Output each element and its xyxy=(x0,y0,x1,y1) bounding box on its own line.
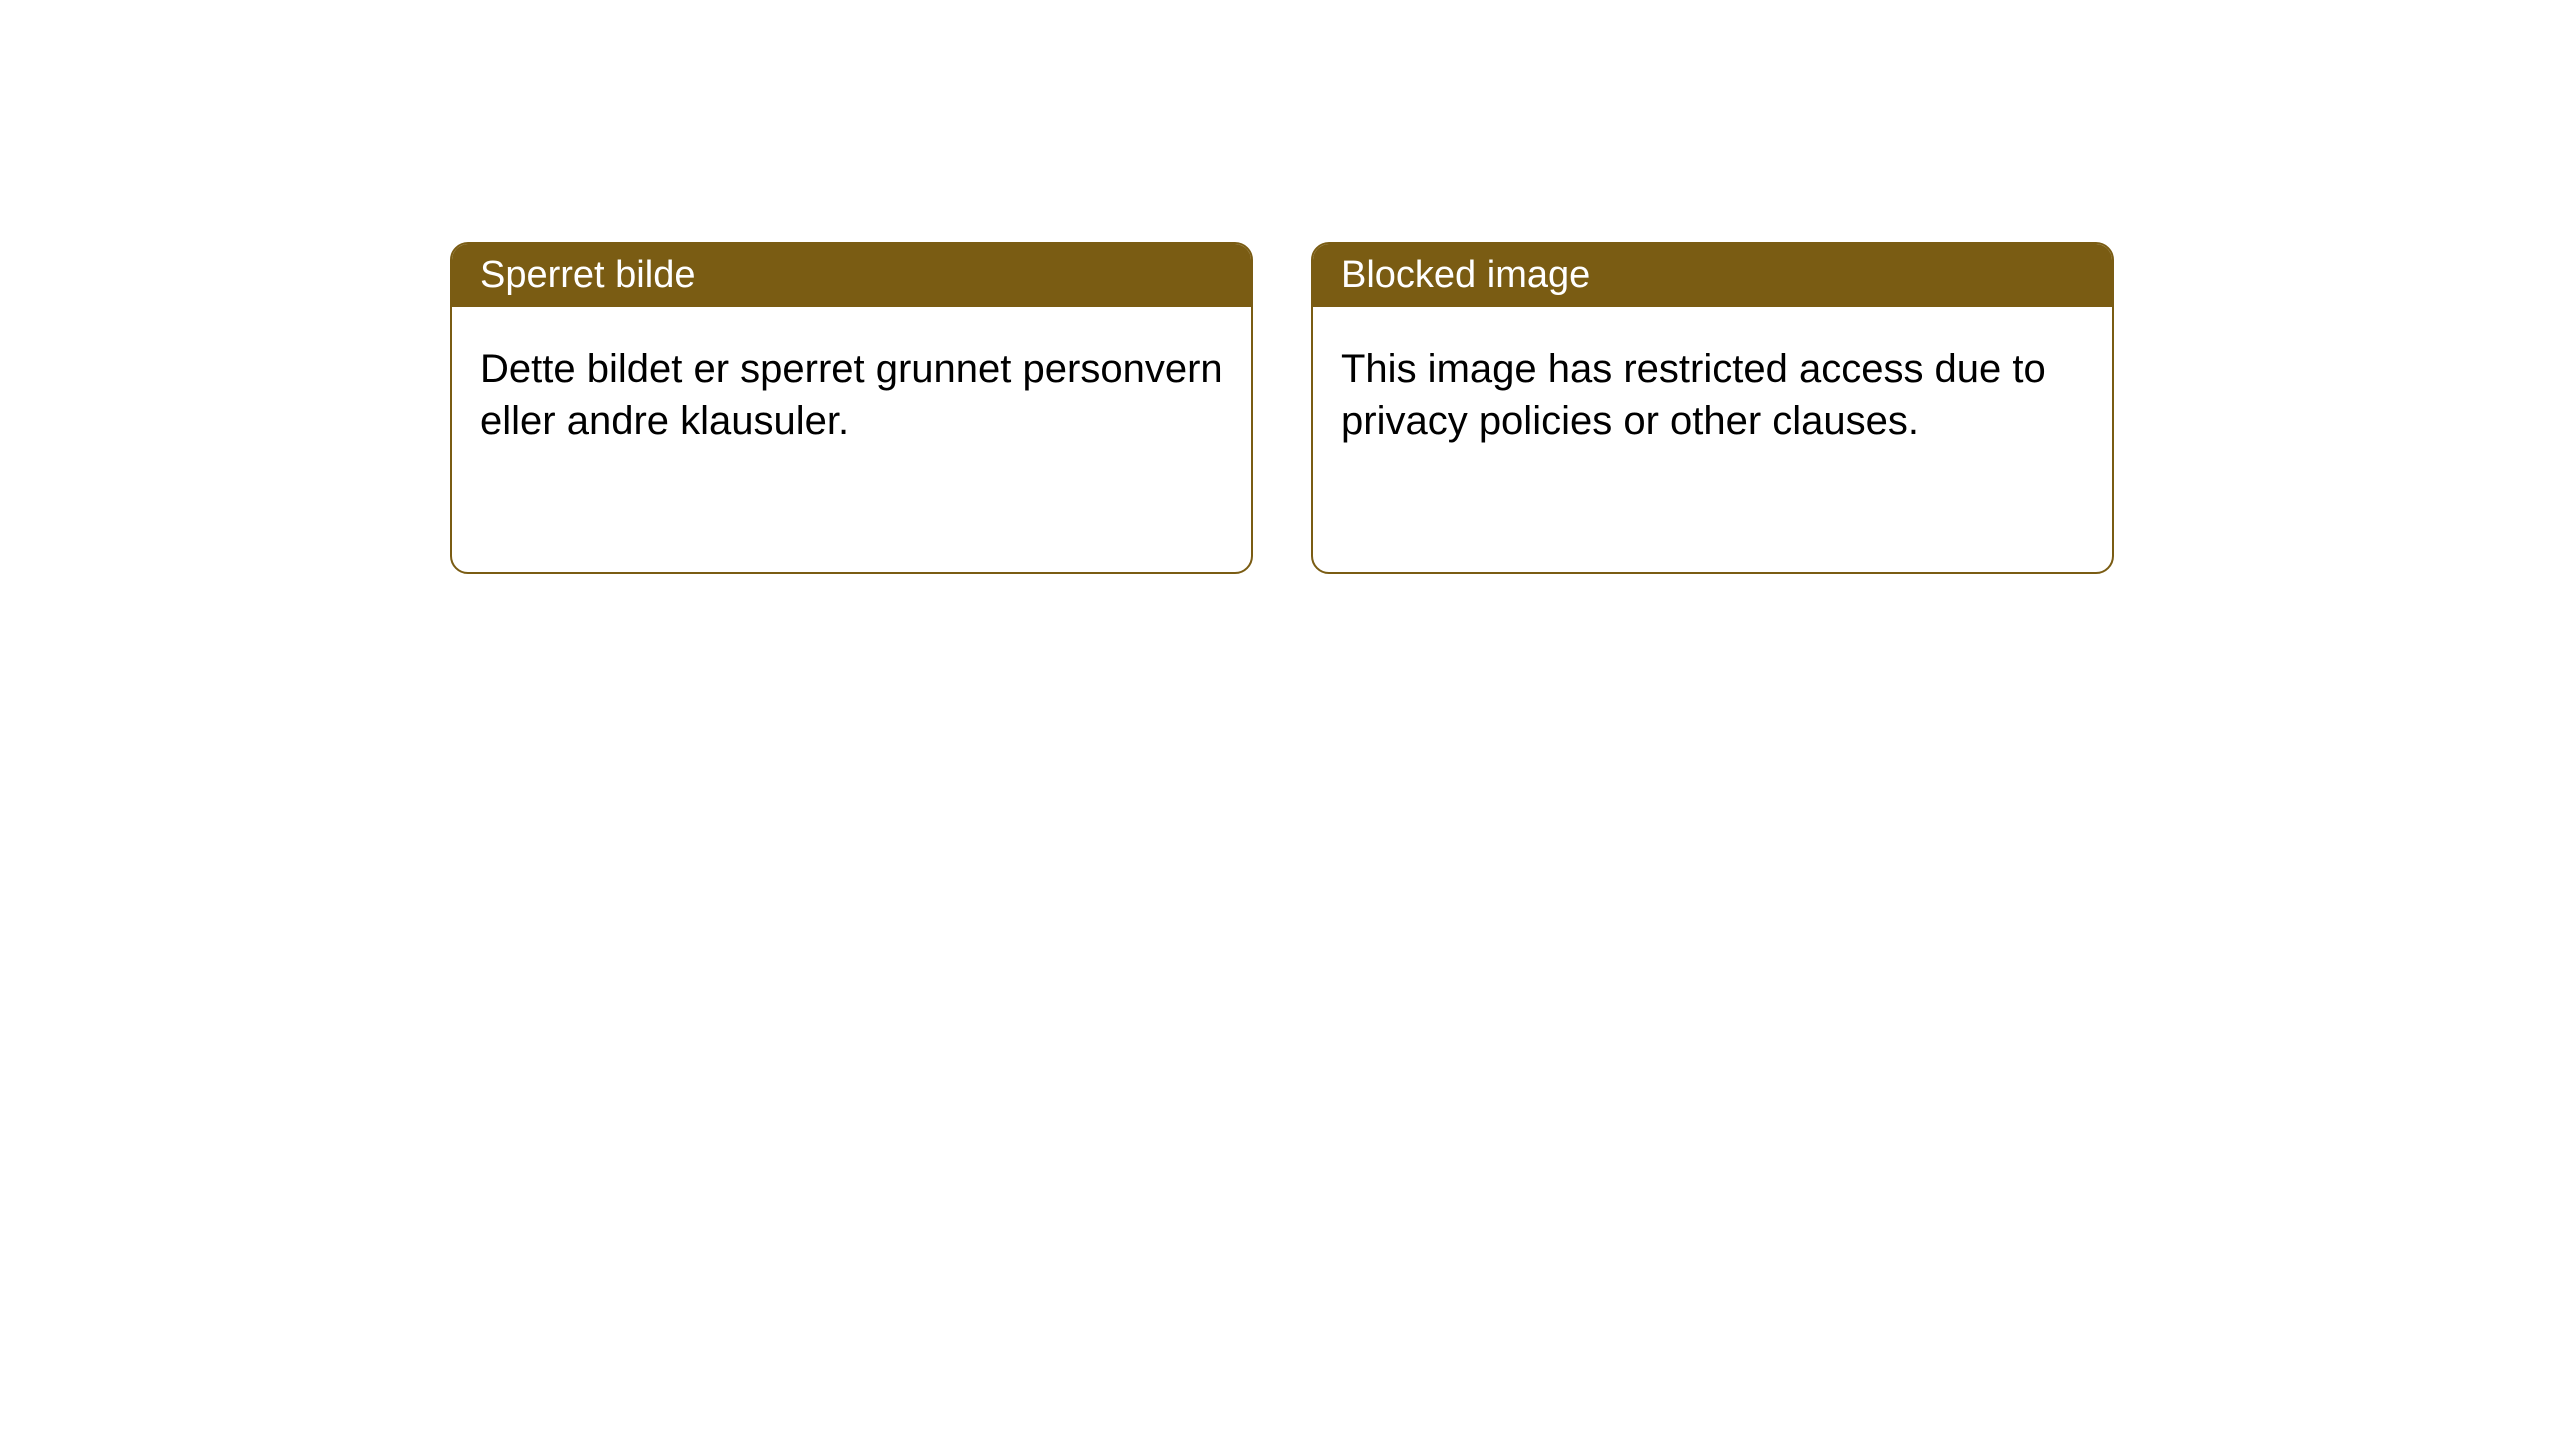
notices-container: Sperret bilde Dette bildet er sperret gr… xyxy=(450,242,2114,574)
notice-body: Dette bildet er sperret grunnet personve… xyxy=(452,307,1251,483)
notice-box-norwegian: Sperret bilde Dette bildet er sperret gr… xyxy=(450,242,1253,574)
notice-title: Sperret bilde xyxy=(480,254,695,296)
notice-box-english: Blocked image This image has restricted … xyxy=(1311,242,2114,574)
notice-title: Blocked image xyxy=(1341,254,1590,296)
notice-body-text: Dette bildet er sperret grunnet personve… xyxy=(480,347,1223,443)
notice-header: Sperret bilde xyxy=(452,244,1251,307)
notice-body-text: This image has restricted access due to … xyxy=(1341,347,2046,443)
notice-header: Blocked image xyxy=(1313,244,2112,307)
notice-body: This image has restricted access due to … xyxy=(1313,307,2112,483)
